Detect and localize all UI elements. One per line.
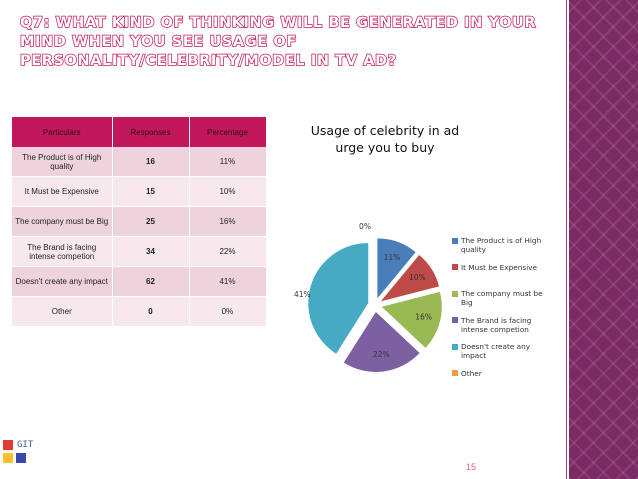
legend-label: The Product is of High quality bbox=[461, 236, 542, 254]
pie-data-label: 0% bbox=[359, 222, 371, 231]
pie-slice bbox=[343, 311, 420, 372]
table-header-row: Particulars Responses Percentage bbox=[12, 117, 267, 147]
decorative-line bbox=[566, 0, 567, 479]
cell-particular: Doesn't create any impact bbox=[12, 266, 113, 297]
cell-percentage: 10% bbox=[189, 176, 267, 207]
legend-item: The Brand is facing intense competion bbox=[452, 316, 550, 343]
header-responses: Responses bbox=[112, 117, 190, 147]
logo-blue-square bbox=[16, 453, 26, 463]
table-row: Other 0 0% bbox=[12, 296, 267, 327]
legend-swatch bbox=[452, 317, 458, 323]
legend-item: The Product is of High quality bbox=[452, 236, 550, 263]
legend-item: Other bbox=[452, 369, 550, 396]
table-row: The company must be Big 25 16% bbox=[12, 206, 267, 237]
cell-percentage: 11% bbox=[189, 147, 267, 177]
cell-particular: The company must be Big bbox=[12, 206, 113, 237]
header-percentage: Percentage bbox=[189, 117, 267, 147]
pie-chart: 11% 10% 16% 22% 41% 0% bbox=[294, 222, 442, 372]
logo-text: GIT bbox=[17, 440, 34, 450]
cell-particular: The Brand is facing intense competion bbox=[12, 236, 113, 267]
legend-label: Doesn't create any impact bbox=[461, 342, 531, 360]
cell-percentage: 16% bbox=[189, 206, 267, 237]
pie-slice bbox=[381, 291, 442, 348]
cell-responses: 34 bbox=[112, 236, 190, 267]
header-particulars: Particulars bbox=[12, 117, 113, 147]
cell-responses: 16 bbox=[112, 147, 190, 177]
slide-title: Q7: What kind of thinking will be genera… bbox=[19, 14, 537, 70]
legend-item: It Must be Expensive bbox=[452, 263, 550, 290]
logo-yellow-square bbox=[3, 453, 13, 463]
git-logo: GIT bbox=[3, 440, 47, 476]
pie-data-label: 11% bbox=[384, 253, 401, 262]
table-row: The Product is of High quality 16 11% bbox=[12, 147, 267, 177]
pie-slice bbox=[377, 238, 416, 299]
cell-percentage: 22% bbox=[189, 236, 267, 267]
legend-item: Doesn't create any impact bbox=[452, 342, 550, 369]
pie-data-label: 10% bbox=[409, 273, 426, 282]
legend-label: The Brand is facing intense competion bbox=[461, 315, 532, 334]
legend-label: The company must be Big bbox=[461, 289, 543, 307]
chart-legend: The Product is of High quality It Must be… bbox=[452, 236, 550, 395]
cell-particular: Other bbox=[12, 296, 113, 327]
pie-data-label: 22% bbox=[373, 350, 390, 359]
legend-label: Other bbox=[461, 368, 482, 378]
decorative-side-panel bbox=[569, 0, 638, 479]
table-row: It Must be Expensive 15 10% bbox=[12, 176, 267, 207]
cell-responses: 15 bbox=[112, 176, 190, 207]
legend-swatch bbox=[452, 264, 458, 270]
cell-particular: The Product is of High quality bbox=[12, 147, 113, 177]
legend-swatch bbox=[452, 343, 458, 350]
cell-percentage: 41% bbox=[189, 266, 267, 297]
table-row: The Brand is facing intense competion 34… bbox=[12, 236, 267, 267]
pie-slice bbox=[380, 255, 440, 302]
pie-slice bbox=[308, 243, 369, 354]
cell-particular: It Must be Expensive bbox=[12, 176, 113, 207]
cell-responses: 62 bbox=[112, 266, 190, 297]
cell-responses: 0 bbox=[112, 296, 190, 327]
legend-swatch bbox=[452, 290, 458, 297]
cell-percentage: 0% bbox=[189, 296, 267, 327]
table-row: Doesn't create any impact 62 41% bbox=[12, 266, 267, 297]
legend-item: The company must be Big bbox=[452, 289, 550, 316]
pie-data-label: 41% bbox=[294, 290, 311, 299]
responses-table: Particulars Responses Percentage The Pro… bbox=[12, 117, 267, 327]
pie-data-label: 16% bbox=[415, 312, 432, 321]
slide-number: 15 bbox=[466, 462, 477, 472]
legend-label: It Must be Expensive bbox=[461, 262, 537, 272]
legend-swatch bbox=[452, 370, 458, 376]
legend-swatch bbox=[452, 237, 458, 244]
logo-red-square bbox=[3, 440, 13, 450]
chart-title: Usage of celebrity in ad urge you to buy bbox=[310, 123, 460, 155]
cell-responses: 25 bbox=[112, 206, 190, 237]
